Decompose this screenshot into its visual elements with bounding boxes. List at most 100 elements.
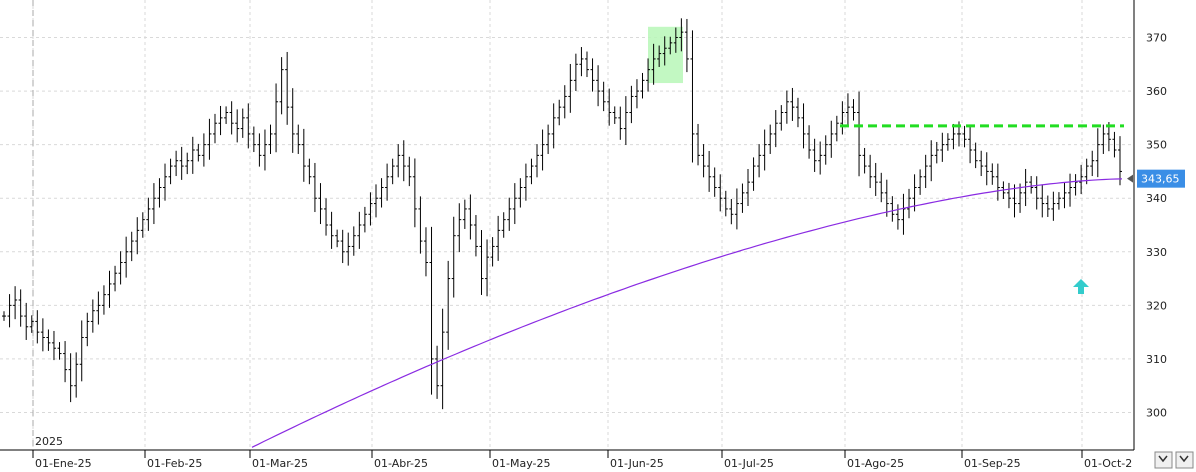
ohlc-bar <box>7 294 12 328</box>
ohlc-bar <box>274 83 279 153</box>
x-tick-label: 01-Sep-25 <box>964 457 1021 470</box>
x-tick-label: 01-Oct-2 <box>1084 457 1132 470</box>
moving-average-line <box>251 178 1123 448</box>
ohlc-bar <box>196 143 201 162</box>
ohlc-bar <box>573 53 578 91</box>
ohlc-bar <box>1090 150 1095 177</box>
y-tick-label: 330 <box>1146 246 1167 259</box>
ohlc-bar <box>995 163 1000 201</box>
ohlc-bar <box>85 312 90 347</box>
x-tick-label: 01-May-25 <box>492 457 550 470</box>
ohlc-bar <box>940 132 945 162</box>
ohlc-bar <box>1012 184 1017 218</box>
ohlc-bar <box>1062 182 1067 209</box>
ohlc-bar <box>113 265 118 292</box>
x-tick-label: 01-Jul-25 <box>724 457 774 470</box>
ohlc-bar <box>945 133 950 151</box>
ohlc-bar <box>696 123 701 166</box>
ohlc-bar <box>496 215 501 261</box>
ohlc-bar <box>224 106 229 124</box>
ohlc-bar <box>1095 128 1100 178</box>
ohlc-bar <box>457 203 462 253</box>
ohlc-bar <box>662 36 667 66</box>
ohlc-bar <box>13 286 18 320</box>
ohlc-bar <box>285 51 290 125</box>
chevron-down-icon <box>1158 455 1168 463</box>
ohlc-bar <box>962 125 967 148</box>
ohlc-bar <box>201 133 206 167</box>
ohlc-bar <box>1034 176 1039 210</box>
ohlc-bar <box>1073 174 1078 196</box>
ohlc-bar <box>507 197 512 231</box>
last-price-label: 343,65 <box>1141 173 1180 186</box>
ohlc-bar <box>801 103 806 149</box>
ohlc-bar <box>118 251 123 285</box>
ohlc-bar <box>640 72 645 99</box>
ohlc-bar <box>1018 183 1023 213</box>
ohlc-bar <box>90 299 95 333</box>
ohlc-bar <box>1006 182 1011 209</box>
ohlc-bar <box>446 260 451 350</box>
ohlc-bar <box>1051 191 1056 221</box>
ohlc-bar <box>568 63 573 113</box>
ohlc-bar <box>296 124 301 154</box>
y-tick-label: 320 <box>1146 299 1167 312</box>
ohlc-bar <box>523 163 528 201</box>
ohlc-bar <box>307 158 312 185</box>
ohlc-bar <box>335 229 340 248</box>
ohlc-bar <box>51 330 56 361</box>
ohlc-bar <box>135 217 140 255</box>
ohlc-bar <box>873 162 878 196</box>
ohlc-bar <box>690 30 695 163</box>
x-tick-label: 01-Ago-25 <box>847 457 904 470</box>
ohlc-bar <box>423 227 428 277</box>
ohlc-bar <box>140 212 145 238</box>
ohlc-bar <box>729 198 734 225</box>
x-tick-label: 01-Mar-25 <box>252 457 308 470</box>
ohlc-bar <box>74 352 79 398</box>
ohlc-bar <box>151 183 156 225</box>
ohlc-bar <box>845 93 850 127</box>
ohlc-bar <box>29 315 34 333</box>
y-tick-label: 300 <box>1146 407 1167 420</box>
x-tick-label: 01-Feb-25 <box>147 457 202 470</box>
ohlc-bar <box>312 162 317 213</box>
ohlc-bar <box>701 144 706 178</box>
ohlc-bar <box>207 118 212 160</box>
ohlc-bar <box>107 270 112 308</box>
ohlc-bar <box>634 79 639 109</box>
ohlc-bar <box>1029 176 1034 194</box>
ohlc-bar <box>185 152 190 175</box>
ohlc-bar <box>918 169 923 195</box>
ohlc-bar <box>990 163 995 185</box>
ohlc-bar <box>979 150 984 177</box>
ohlc-bar <box>895 204 900 230</box>
ohlc-bar <box>901 193 906 235</box>
ohlc-bar <box>890 196 895 222</box>
ohlc-bar <box>751 157 756 191</box>
ohlc-bar <box>485 239 490 297</box>
ohlc-bar <box>707 150 712 192</box>
ohlc-bar <box>412 158 417 228</box>
ohlc-bar <box>862 147 867 174</box>
ohlc-bar <box>40 318 45 352</box>
ohlc-bar <box>429 226 434 395</box>
ohlc-bar <box>262 129 267 171</box>
ohlc-bar <box>618 106 623 140</box>
ohlc-bar <box>929 140 934 182</box>
ohlc-bar <box>324 198 329 236</box>
ohlc-bar <box>512 183 517 225</box>
y-tick-label: 370 <box>1146 32 1167 45</box>
ohlc-bar <box>951 123 956 150</box>
ohlc-bar <box>440 308 445 410</box>
ohlc-bar <box>723 190 728 217</box>
ohlc-bar <box>362 206 367 233</box>
ohlc-bar <box>174 150 179 177</box>
ohlc-bar <box>1045 195 1050 217</box>
ohlc-bar <box>784 90 789 124</box>
ohlc-bar <box>829 120 834 158</box>
ohlc-bar <box>762 129 767 171</box>
ohlc-bar <box>1040 184 1045 218</box>
ohlc-bar <box>712 167 717 197</box>
y-tick-label: 340 <box>1146 192 1167 205</box>
